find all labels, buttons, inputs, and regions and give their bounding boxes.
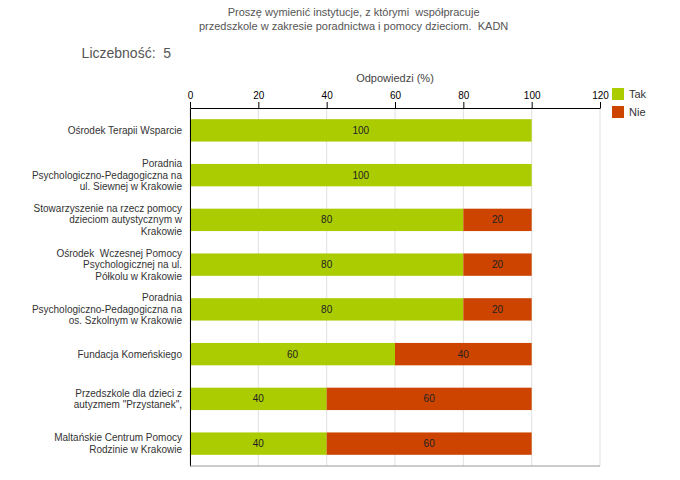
grid-line (190, 108, 191, 466)
tick: 80 (458, 90, 470, 108)
data-label: 20 (492, 259, 504, 270)
bar (531, 119, 532, 141)
tick-mark (190, 102, 191, 108)
axis-domain (191, 108, 601, 109)
bars (190, 119, 532, 455)
data-label: 80 (321, 304, 333, 315)
tick-label: Ośrodek Wczesnej PomocyPsychologicznej n… (56, 248, 182, 282)
legend-swatch (612, 88, 624, 100)
tick: 100 (524, 90, 541, 108)
bar (190, 343, 395, 365)
bar (531, 164, 532, 186)
bar (463, 298, 531, 320)
x-axis: 0 20 40 60 80 100 120 (188, 90, 610, 109)
tick-label: 120 (592, 90, 609, 101)
data-label: 100 (352, 125, 369, 136)
tick: Fundacja Komeńskiego (77, 349, 182, 360)
axis-domain (190, 109, 191, 467)
data-label: 40 (458, 349, 470, 360)
title: Proszę wymienić instytucje, z którymi ws… (199, 6, 508, 32)
tick-label: 60 (390, 90, 402, 101)
legend-label: Tak (629, 88, 647, 100)
grid (190, 108, 600, 466)
bar (190, 388, 327, 410)
y-axis: Maltańskie Centrum PomocyRodzinie w Krak… (32, 109, 191, 467)
tick: 0 (188, 90, 194, 108)
grid-line (395, 108, 396, 466)
tick-label: 80 (458, 90, 470, 101)
grid-line (463, 108, 464, 466)
tick-label: Przedszkole dla dzieci zautyzmem "Przyst… (74, 388, 182, 411)
tick-label: Ośrodek Terapii Wsparcie (68, 125, 183, 136)
bar (463, 209, 531, 231)
tick-label: PoradniaPsychologiczno-Pedagogiczna naos… (32, 292, 183, 326)
legend-item: Nie (612, 106, 646, 118)
legend: Tak Nie (612, 88, 647, 118)
legend-swatch (612, 106, 624, 118)
tick-label: Stowarzyszenie na rzecz pomocydzieciom a… (34, 203, 183, 237)
bar (190, 298, 463, 320)
bar (190, 253, 463, 275)
series (327, 209, 532, 455)
legend-label: Nie (629, 106, 646, 118)
data-label: 60 (424, 438, 436, 449)
tick-mark (463, 102, 464, 108)
bar (327, 432, 532, 454)
data-label: 80 (321, 259, 333, 270)
bar (190, 432, 327, 454)
data-label: 100 (352, 170, 369, 181)
tick: 20 (253, 90, 265, 108)
bar (190, 119, 532, 141)
tick: PoradniaPsychologiczno-Pedagogiczna naos… (32, 292, 183, 326)
grid-line (326, 108, 327, 466)
grid-line (258, 108, 259, 466)
tick-label: 100 (524, 90, 541, 101)
legend-item: Tak (612, 88, 647, 100)
data-label: 60 (287, 349, 299, 360)
bar (395, 343, 532, 365)
bar (190, 209, 463, 231)
data-label: 60 (424, 393, 436, 404)
bar (327, 388, 532, 410)
tick: 40 (322, 90, 334, 108)
data-label: 80 (321, 214, 333, 225)
data-label: 20 (492, 214, 504, 225)
tick: Ośrodek Terapii Wsparcie (68, 125, 183, 136)
tick: PoradniaPsychologiczno-Pedagogiczna naul… (32, 158, 183, 192)
series (190, 119, 532, 455)
tick-mark (258, 102, 259, 108)
tick-label: 40 (322, 90, 334, 101)
plot: 40 40 60 80 80 80 100 100 60 60 40 20 20 20 0 20 40 60 80 1… (32, 90, 609, 467)
tick-mark (327, 102, 328, 108)
chart: Proszę wymienić instytucje, z którymi ws… (0, 0, 680, 480)
grid-line (531, 108, 532, 466)
data-label: 40 (253, 438, 265, 449)
tick: Ośrodek Wczesnej PomocyPsychologicznej n… (56, 248, 182, 282)
tick: Przedszkole dla dzieci zautyzmem "Przyst… (74, 388, 182, 411)
tick-label: Fundacja Komeńskiego (77, 349, 182, 360)
data-labels: 40 40 60 80 80 80 100 100 60 60 40 20 20 20 (253, 125, 504, 449)
data-label: 20 (492, 304, 504, 315)
subtitle: Liczebność: 5 (82, 45, 172, 61)
bar (463, 253, 531, 275)
data-label: 40 (253, 393, 265, 404)
tick-mark (395, 102, 396, 108)
tick-label: Maltańskie Centrum PomocyRodzinie w Krak… (54, 432, 182, 455)
tick-label: 0 (188, 90, 194, 101)
bar (190, 164, 532, 186)
tick: 120 (592, 90, 609, 108)
tick-label: PoradniaPsychologiczno-Pedagogiczna naul… (32, 158, 183, 192)
frame-line (190, 466, 600, 467)
tick-label: 20 (253, 90, 265, 101)
grid-line (600, 108, 601, 466)
x-axis-title: Odpowiedzi (%) (356, 72, 434, 84)
tick-mark (532, 102, 533, 108)
tick: 60 (390, 90, 402, 108)
tick: Stowarzyszenie na rzecz pomocydzieciom a… (34, 203, 183, 237)
tick: Maltańskie Centrum PomocyRodzinie w Krak… (54, 432, 182, 455)
tick-mark (600, 102, 601, 108)
